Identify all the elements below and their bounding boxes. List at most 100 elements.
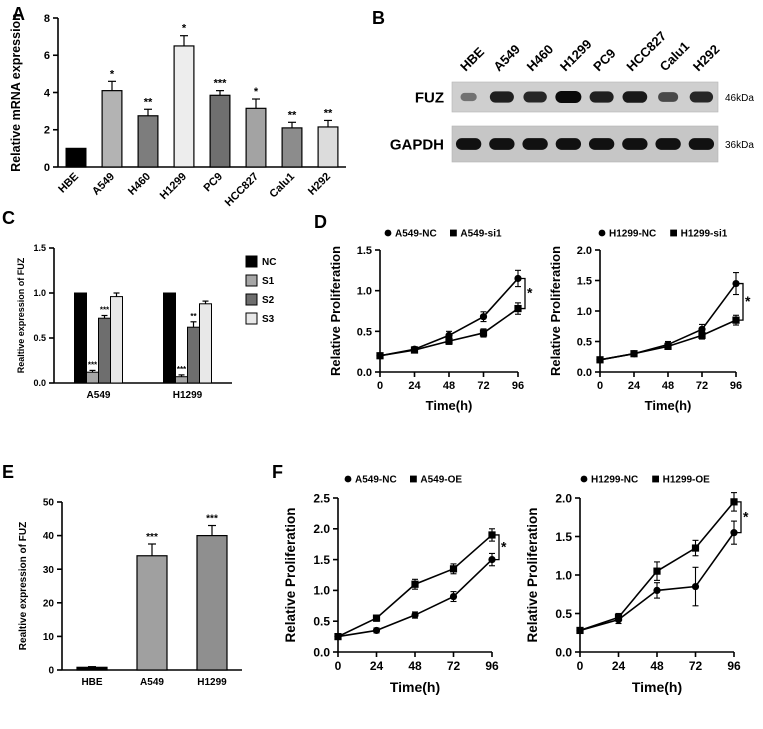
panel-a-label: A [12, 4, 25, 24]
marker-square [410, 346, 419, 354]
marker-circle [384, 229, 392, 237]
bar-A549-NC [74, 292, 87, 384]
blot-band [489, 91, 514, 103]
y-tick-label: 8 [44, 13, 50, 25]
y-axis-title: Realtive expression of FUZ [16, 257, 26, 373]
panel-d-a549-proliferation-line-chart: 0.0 0.5 1.0 1.5 Relative Proliferation 0 24 48 7… [328, 229, 533, 413]
lane-label: H460 [524, 42, 557, 75]
y-tick-label: 10 [43, 632, 55, 643]
legend-label: H1299-NC [609, 229, 656, 240]
panel-f-h1299-proliferation-line-chart: 0.0 0.5 1.0 1.5 2.0 Relative Proliferation 0 24… [525, 475, 749, 695]
y-tick-label: 1.5 [313, 553, 330, 567]
blot-band [589, 91, 614, 103]
legend-label: A549-OE [420, 475, 462, 486]
y-axis-title: Relative Proliferation [328, 246, 343, 376]
marker-circle [514, 274, 522, 283]
legend-label: H1299-si1 [681, 229, 728, 240]
x-tick-label: 48 [443, 380, 455, 392]
y-tick-label: 0.0 [555, 645, 572, 659]
panel-c-knockdown-bar-chart: 0.0 0.5 1.0 1.5 Realtive expression of FUZ **… [16, 243, 276, 401]
x-tick-label: 0 [597, 380, 603, 392]
y-tick-label: 0.0 [33, 378, 46, 388]
marker-square [614, 613, 623, 621]
y-tick-label: 0.5 [577, 336, 592, 348]
marker-circle [488, 556, 496, 564]
y-tick-label: 6 [44, 50, 50, 62]
x-category-label: H460 [126, 171, 153, 198]
y-tick-label: 2 [44, 125, 50, 137]
y-axis-title: Realtive expression of FUZ [18, 522, 29, 650]
legend-swatch-S2 [245, 293, 258, 306]
band-size-label: 36kDa [725, 140, 754, 151]
bar-H1299 [173, 45, 195, 168]
x-tick-label: 0 [335, 659, 342, 673]
x-category-label: HCC827 [223, 171, 261, 209]
blot-band [455, 138, 482, 150]
bar-H292 [317, 126, 339, 168]
marker-circle [445, 331, 453, 339]
bar-A549-S3 [110, 296, 123, 384]
blot-row-label: FUZ [415, 89, 444, 106]
blot-band [588, 138, 615, 150]
significance: *** [177, 365, 187, 374]
blot-band [489, 138, 515, 150]
blot-band [522, 138, 548, 150]
x-tick-label: 24 [612, 659, 626, 673]
significance: *** [206, 514, 218, 525]
y-tick-label: 0 [48, 666, 54, 677]
y-tick-label: 30 [43, 565, 55, 576]
y-axis-title: Relative mRNA expression [9, 13, 23, 172]
y-tick-label: 2.0 [577, 245, 592, 257]
y-tick-label: 0.0 [313, 645, 330, 659]
blot-band [655, 138, 681, 150]
y-tick-label: 4 [44, 87, 51, 99]
legend-label: NC [262, 257, 276, 268]
y-tick-label: 0 [44, 162, 50, 174]
marker-square [670, 229, 677, 237]
marker-circle [732, 279, 740, 288]
x-category-label: PC9 [201, 171, 225, 195]
bar-H1299-S3 [199, 303, 212, 384]
bar-HBE [76, 666, 108, 671]
y-tick-label: 1.0 [555, 568, 572, 582]
marker-circle [411, 611, 419, 619]
x-tick-label: 24 [628, 380, 641, 392]
x-tick-label: 96 [727, 659, 741, 673]
significance-bracket [739, 282, 744, 321]
significance: * [182, 23, 187, 35]
x-tick-label: 96 [485, 659, 499, 673]
x-tick-label: 48 [408, 659, 422, 673]
y-tick-label: 2.0 [555, 491, 572, 505]
significance: *** [214, 78, 228, 90]
significance: * [745, 293, 751, 309]
panel-c-label: C [2, 208, 15, 228]
x-tick-label: 72 [696, 380, 708, 392]
x-axis-title: Time(h) [632, 679, 682, 695]
y-tick-label: 0.5 [33, 333, 46, 343]
legend-label: H1299-OE [663, 475, 711, 486]
x-tick-label: 96 [512, 380, 524, 392]
y-tick-label: 1.0 [313, 584, 330, 598]
marker-square [653, 567, 661, 575]
lane-label: A549 [490, 42, 523, 75]
significance: * [110, 68, 115, 80]
lane-label: H1299 [557, 36, 595, 74]
blot-band [622, 138, 648, 150]
series-line-H1299-si1 [599, 319, 737, 361]
significance: * [743, 508, 749, 524]
bar-A549 [136, 555, 168, 671]
marker-circle [580, 475, 588, 483]
x-category-label: A549 [87, 390, 111, 401]
bar-H460 [137, 115, 159, 168]
panel-f-a549-proliferation-line-chart: 0.0 0.5 1.0 1.5 2.0 2.5 Relative Proliferation… [283, 475, 507, 695]
significance: ** [288, 109, 297, 121]
band-size-label: 46kDa [725, 93, 754, 104]
legend-swatch-S3 [245, 312, 258, 325]
marker-square [445, 337, 453, 345]
x-tick-label: 24 [408, 380, 421, 392]
y-tick-label: 0.5 [357, 326, 372, 338]
y-tick-label: 20 [43, 598, 55, 609]
y-tick-label: 1.0 [33, 288, 46, 298]
marker-circle [344, 475, 352, 483]
